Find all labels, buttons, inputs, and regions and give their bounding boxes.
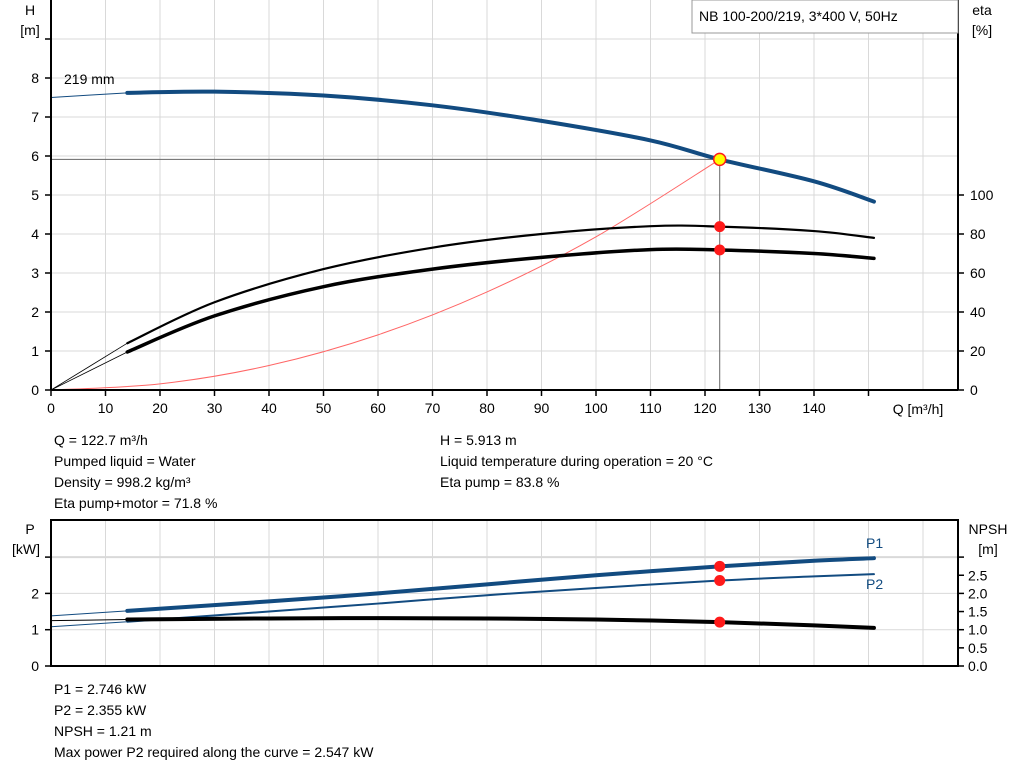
eta-axis-label: eta: [972, 2, 992, 18]
p2-operating-point: [714, 575, 726, 587]
p-axis-label: P: [25, 521, 34, 537]
q-tick-label: 130: [748, 400, 772, 416]
npsh-tick-label: 0.5: [968, 640, 988, 656]
operating-info-right: H = 5.913 m Liquid temperature during op…: [440, 430, 713, 493]
q-tick-label: 60: [370, 400, 386, 416]
h-tick-label: 7: [31, 109, 39, 125]
eta-tick-label: 40: [970, 304, 986, 320]
info-npsh: NPSH = 1.21 m: [54, 723, 152, 739]
q-tick-label: 50: [316, 400, 332, 416]
impeller-diameter-label: 219 mm: [64, 71, 115, 87]
eta-pump-curve-extension: [50, 342, 128, 391]
info-head: H = 5.913 m: [440, 432, 517, 448]
h-tick-label: 6: [31, 148, 39, 164]
q-tick-label: 80: [479, 400, 495, 416]
h-axis-label: H: [25, 2, 35, 18]
info-flow: Q = 122.7 m³/h: [54, 432, 148, 448]
p1-operating-point: [714, 560, 726, 572]
eta-tick-label: 80: [970, 226, 986, 242]
grid-top: [51, 0, 958, 390]
h-axis-unit: [m]: [20, 22, 39, 38]
npsh-tick-label: 2.5: [968, 567, 988, 583]
q-tick-label: 120: [693, 400, 717, 416]
h-tick-label: 8: [31, 70, 39, 86]
info-liquid-temperature: Liquid temperature during operation = 20…: [440, 453, 713, 469]
info-p1: P1 = 2.746 kW: [54, 681, 147, 697]
h-tick-label: 5: [31, 187, 39, 203]
h-tick-label: 0: [31, 382, 39, 398]
h-tick-label: 4: [31, 226, 39, 242]
q-tick-label: 90: [534, 400, 550, 416]
info-density: Density = 998.2 kg/m³: [54, 474, 191, 490]
system-curve: [50, 158, 720, 391]
npsh-tick-label: 1.5: [968, 604, 988, 620]
info-pumped-liquid: Pumped liquid = Water: [54, 453, 196, 469]
h-tick-label: 2: [31, 304, 39, 320]
npsh-tick-label: 2.0: [968, 585, 988, 601]
npsh-operating-point: [714, 616, 726, 628]
q-tick-label: 110: [639, 400, 662, 416]
npsh-axis-unit: [m]: [978, 541, 997, 557]
npsh-tick-label: 0.0: [968, 658, 988, 674]
p2-curve: [126, 573, 875, 623]
eta-tick-label: 100: [970, 187, 994, 203]
axes: [45, 0, 964, 667]
p1-series-label: P1: [866, 535, 883, 551]
title-box: [691, 0, 959, 34]
eta-tick-label: 20: [970, 343, 986, 359]
eta-pump-motor-curve: [125, 247, 876, 354]
chart-title: NB 100-200/219, 3*400 V, 50Hz: [699, 8, 898, 24]
operating-info-left: Q = 122.7 m³/h Pumped liquid = Water Den…: [54, 430, 217, 514]
info-eta-pump: Eta pump = 83.8 %: [440, 474, 560, 490]
npsh-axis-label: NPSH: [969, 521, 1008, 537]
tick-labels: 0 10 20 30 40 50 60 70 80 90 100 110 120 130 140012345…: [31, 70, 993, 674]
q-tick-label: 70: [425, 400, 441, 416]
q-tick-label: 20: [152, 400, 168, 416]
q-tick-label: 140: [802, 400, 826, 416]
npsh-curve-extension: [50, 619, 128, 622]
p-tick-label: 1: [31, 622, 39, 638]
info-max-p2: Max power P2 required along the curve = …: [54, 744, 374, 760]
h-axis-label-line-1: H: [25, 2, 35, 18]
eta-pump-operating-point: [714, 221, 726, 233]
eta-pump-curve: [126, 224, 876, 345]
h-tick-label: 1: [31, 343, 39, 359]
npsh-curve: [125, 616, 876, 630]
eta-tick-label: 0: [970, 382, 978, 398]
eta-tick-label: 60: [970, 265, 986, 281]
p1-curve: [125, 556, 876, 613]
p2-series-label: P2: [866, 576, 883, 592]
info-p2: P2 = 2.355 kW: [54, 702, 147, 718]
q-tick-label: 10: [98, 400, 114, 416]
npsh-tick-label: 1.0: [968, 622, 988, 638]
p-axis-unit: [kW]: [12, 541, 40, 557]
h-tick-label: 3: [31, 265, 39, 281]
info-eta-pump-motor: Eta pump+motor = 71.8 %: [54, 495, 218, 511]
head-curve: [125, 89, 876, 204]
eta-axis-unit: [%]: [972, 22, 992, 38]
q-tick-label: 0: [47, 400, 55, 416]
p1-curve-extension: [50, 610, 128, 617]
q-axis-label: Q [m³/h]: [893, 401, 944, 417]
power-info: P1 = 2.746 kW P2 = 2.355 kW NPSH = 1.21 …: [54, 679, 373, 763]
q-tick-label: 100: [584, 400, 608, 416]
eta-pump-motor-operating-point: [714, 244, 726, 256]
q-tick-label: 30: [207, 400, 223, 416]
curves: [50, 89, 876, 630]
q-tick-label: 40: [261, 400, 277, 416]
p-tick-label: 0: [31, 658, 39, 674]
duty-point-marker: [712, 152, 727, 167]
p-tick-label: 2: [31, 585, 39, 601]
eta-pump-motor-curve-extension: [50, 351, 128, 391]
head-curve-extension: [50, 92, 128, 98]
p2-curve-extension: [50, 621, 128, 628]
